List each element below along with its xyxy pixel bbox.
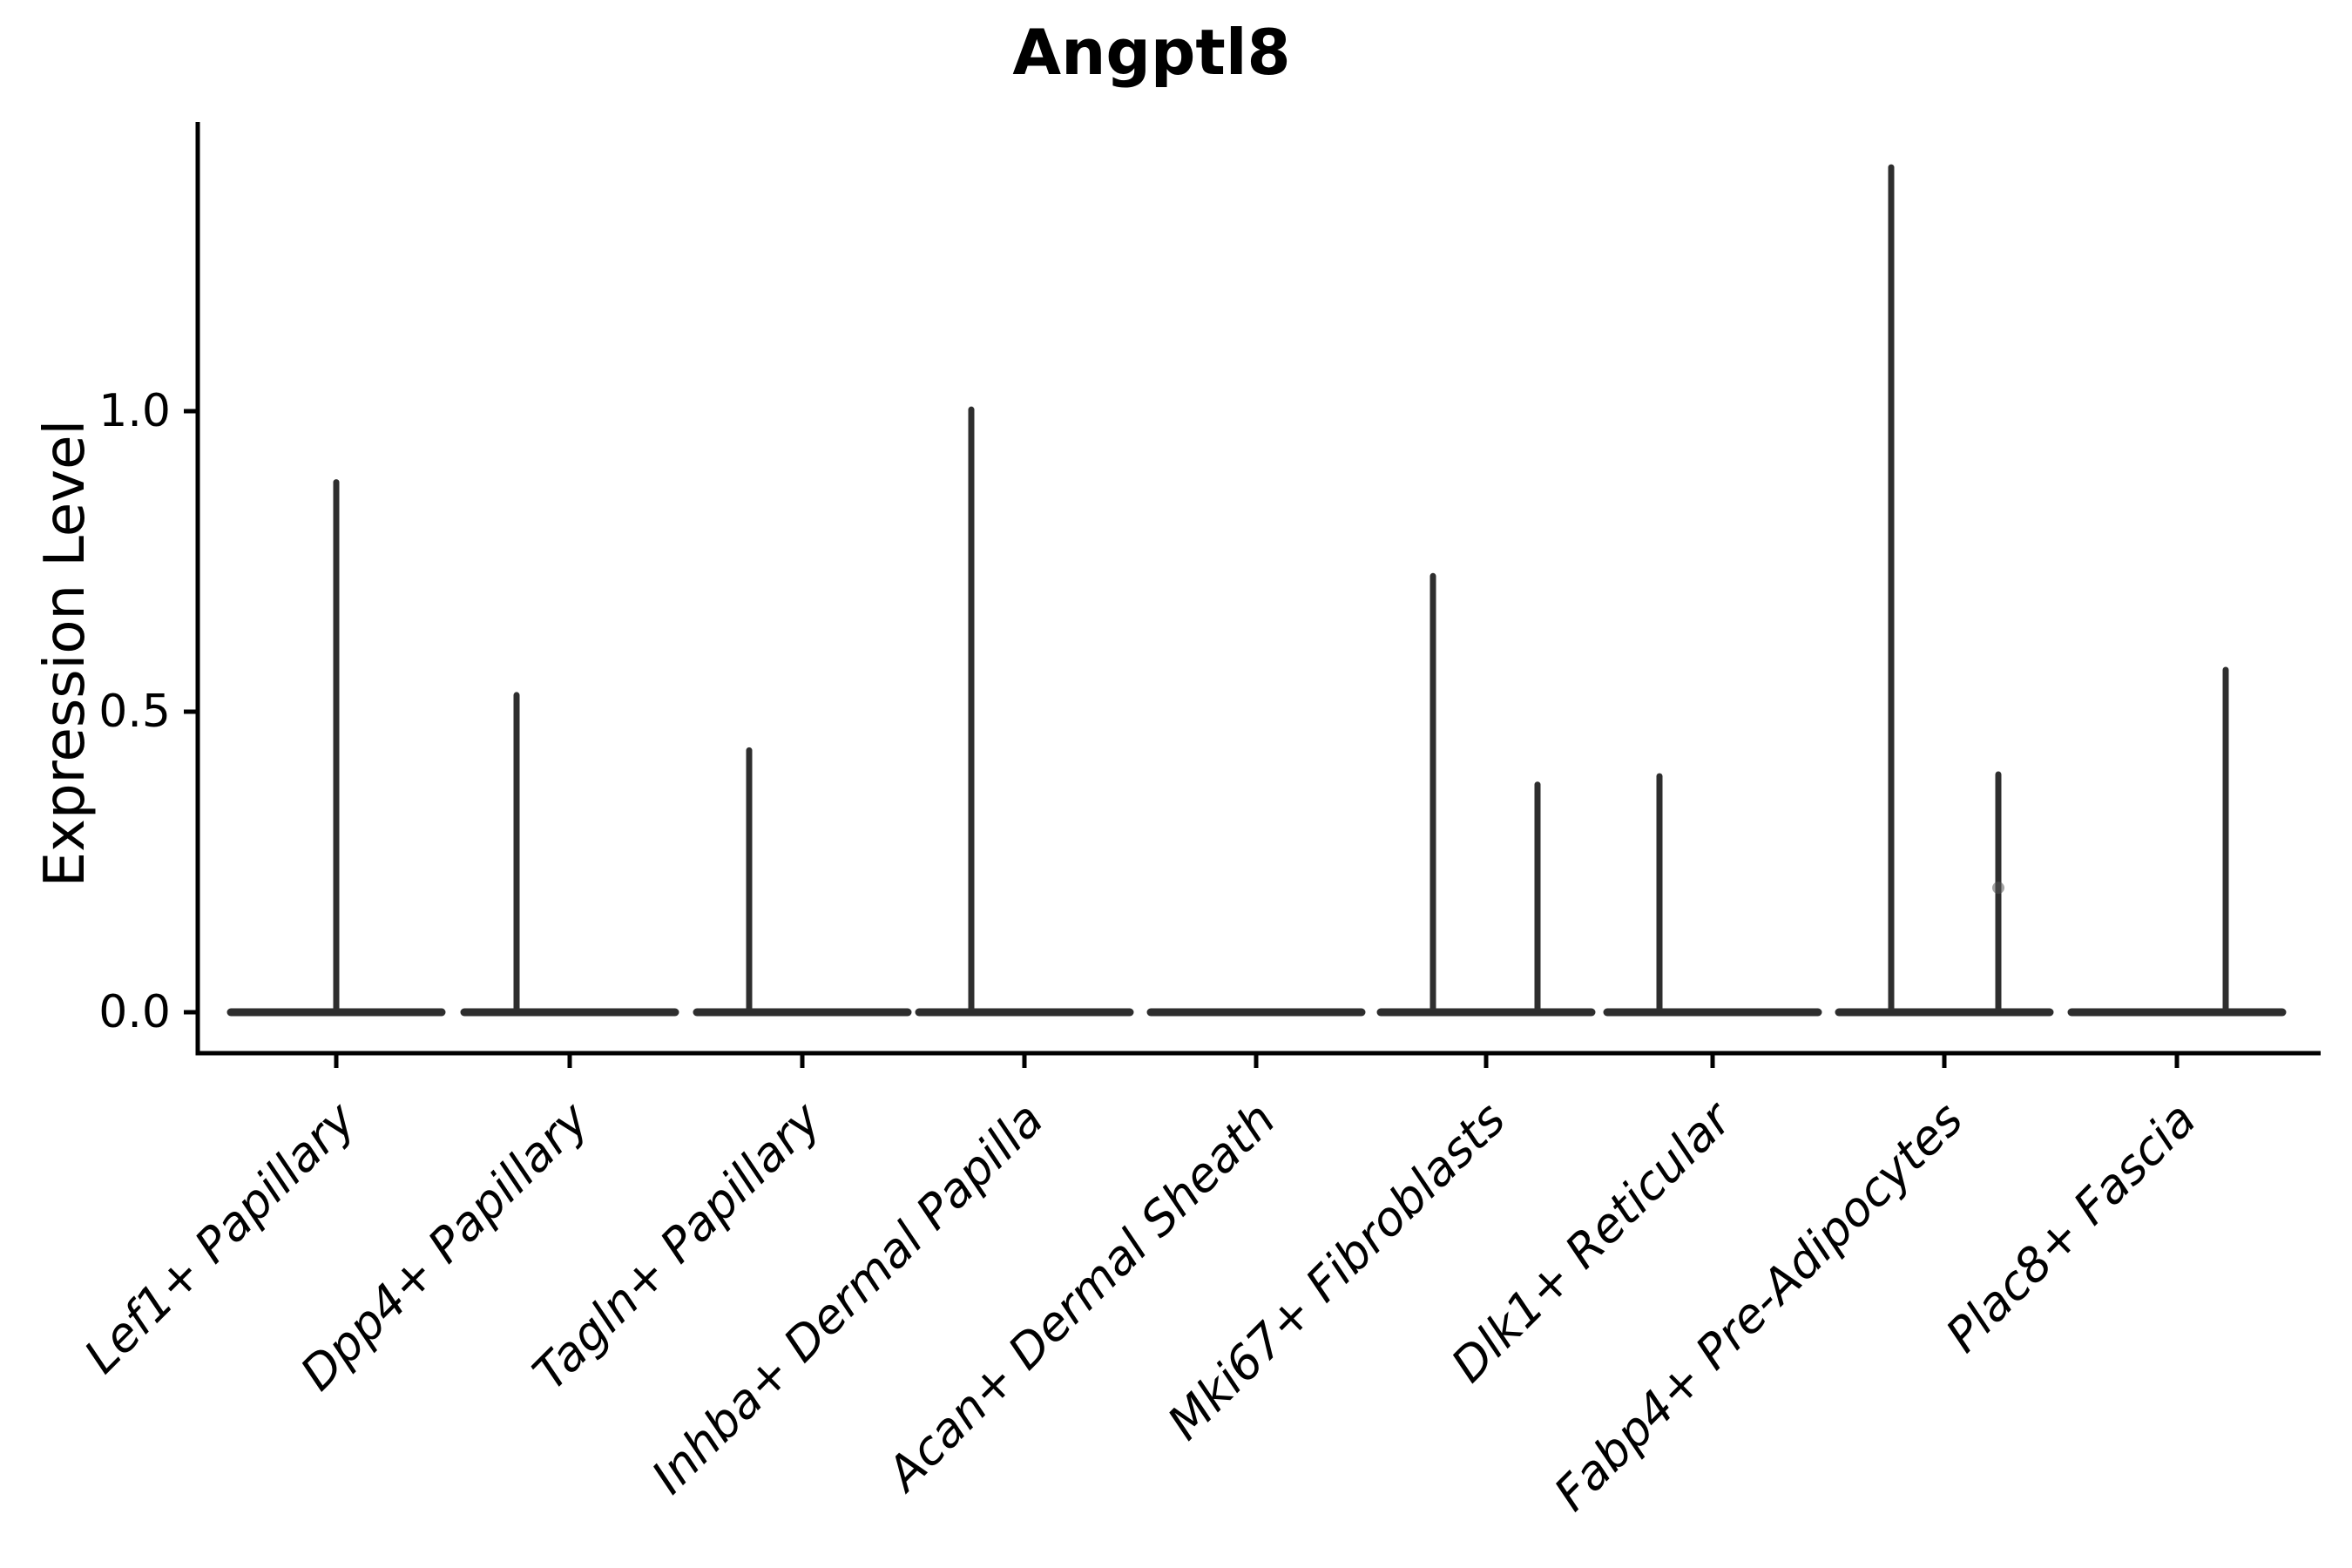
chart-title: Angptl8 bbox=[1012, 16, 1291, 89]
y-tick-label: 0.0 bbox=[98, 986, 171, 1038]
y-tick-label: 0.5 bbox=[98, 686, 171, 738]
expression-point bbox=[1992, 882, 2004, 895]
y-tick-label: 1.0 bbox=[98, 385, 171, 437]
